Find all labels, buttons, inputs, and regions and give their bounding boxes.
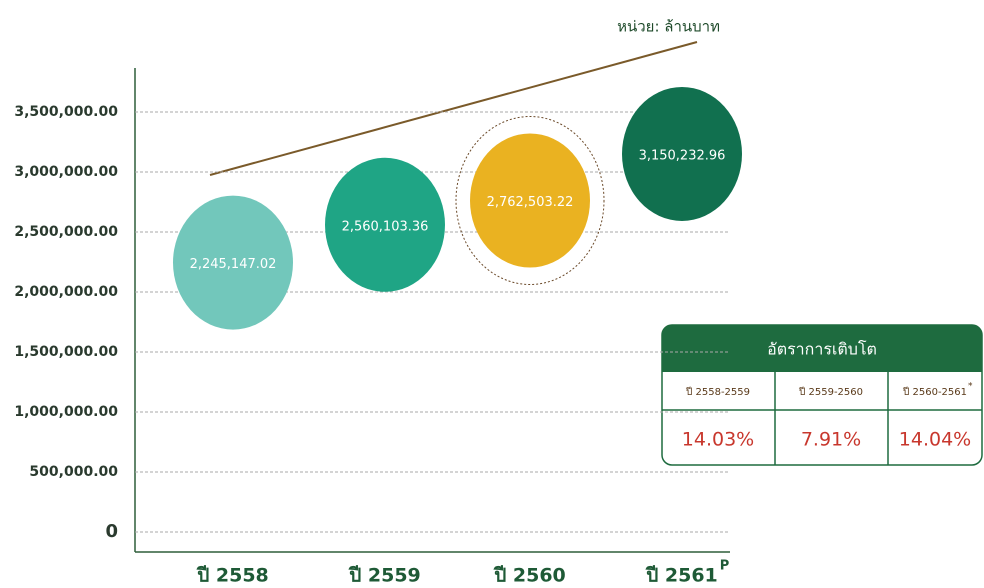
bubble: [173, 195, 293, 330]
data-label: 2,560,103.36: [342, 219, 429, 234]
table-header-cell: ปี 2559-2560: [798, 386, 863, 398]
data-label: 3,150,232.96: [639, 148, 726, 163]
growth-value: 14.03%: [682, 429, 754, 451]
bubble: [325, 157, 445, 292]
x-tick-label: ปี 2561: [645, 565, 717, 587]
x-tick-label: ปี 2558: [196, 565, 268, 587]
y-tick-label: 3,000,000.00: [14, 164, 118, 180]
y-tick-label: 3,500,000.00: [14, 104, 118, 120]
growth-value: 14.04%: [899, 429, 971, 451]
y-tick-label: 1,500,000.00: [14, 344, 118, 360]
data-label: 2,245,147.02: [190, 257, 277, 272]
table-header-cell: ปี 2560-2561: [902, 386, 967, 398]
table-header: [662, 325, 982, 372]
highlight-ring: [455, 115, 605, 285]
y-tick-label: 0: [105, 521, 118, 542]
y-tick-label: 2,000,000.00: [14, 284, 118, 300]
table-header-superscript: *: [968, 382, 973, 392]
bubble: [622, 86, 742, 221]
y-tick-label: 2,500,000.00: [14, 224, 118, 240]
table-title: อัตราการเติบโต: [767, 340, 877, 359]
unit-label: หน่วย: ล้านบาท: [617, 18, 720, 36]
x-tick-label: ปี 2560: [493, 565, 565, 587]
trend-line: [209, 41, 698, 176]
x-tick-superscript: P: [720, 559, 730, 574]
data-label: 2,762,503.22: [487, 195, 574, 210]
bubble: [470, 133, 590, 268]
growth-table: อัตราการเติบโต: [661, 324, 983, 466]
table-header-cell: ปี 2558-2559: [685, 386, 750, 398]
growth-value: 7.91%: [801, 429, 861, 451]
y-tick-label: 500,000.00: [29, 464, 118, 480]
y-tick-label: 1,000,000.00: [14, 404, 118, 420]
x-tick-label: ปี 2559: [348, 565, 420, 587]
